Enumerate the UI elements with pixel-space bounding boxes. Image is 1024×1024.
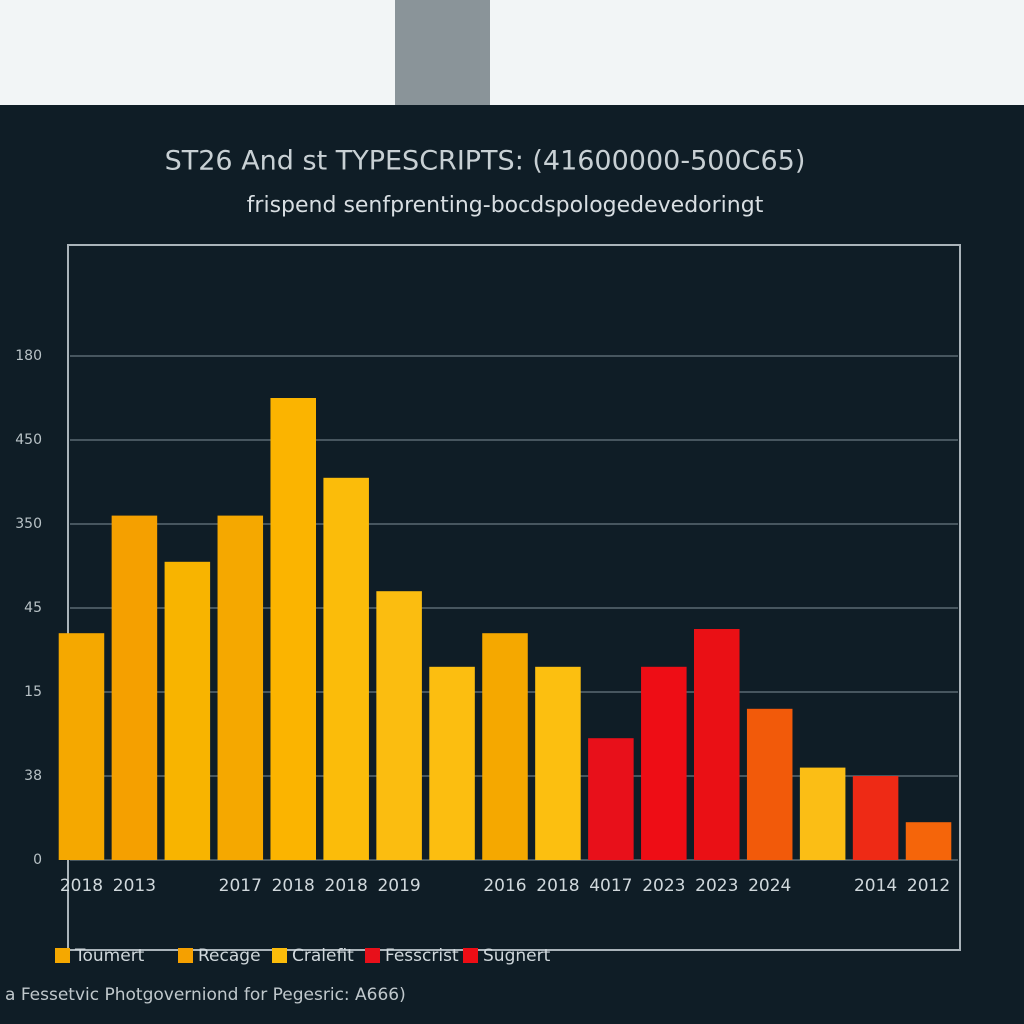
- y-tick-label: 350: [15, 516, 42, 532]
- bar: [270, 398, 316, 860]
- bar: [482, 633, 528, 860]
- legend-label: Toumert: [74, 946, 145, 966]
- x-tick-label: 2018: [325, 876, 368, 896]
- x-tick-label: 2017: [219, 876, 262, 896]
- y-tick-label: 15: [24, 684, 42, 700]
- bar: [58, 633, 105, 860]
- x-tick-label: 2012: [907, 876, 950, 896]
- stand: [395, 0, 490, 105]
- bar: [164, 561, 211, 860]
- bar: [429, 666, 475, 860]
- x-tick-label: 2013: [113, 876, 156, 896]
- y-tick-label: 38: [24, 768, 42, 784]
- legend-label: Fesscrist: [385, 946, 459, 966]
- legend-swatch: [178, 948, 193, 963]
- x-tick-label: 2023: [695, 876, 738, 896]
- plot-border: [67, 244, 961, 951]
- bar: [535, 666, 581, 860]
- legend-label: Cralefit: [292, 946, 354, 966]
- y-tick-label: 450: [15, 432, 42, 448]
- chart-title: ST26 And st TYPESCRIPTS: (41600000-500C6…: [165, 146, 806, 177]
- bar: [588, 738, 634, 860]
- x-tick-label: 2018: [536, 876, 579, 896]
- chart-subtitle: frispend senfprenting-bocdspologedevedor…: [247, 193, 764, 218]
- bar: [799, 767, 846, 860]
- y-tick-label: 0: [33, 852, 42, 868]
- legend-swatch: [365, 948, 380, 963]
- bar: [217, 515, 264, 860]
- bar: [641, 666, 687, 860]
- y-tick-label: 180: [15, 348, 42, 364]
- x-tick-label: 2019: [377, 876, 420, 896]
- bar: [111, 515, 158, 860]
- x-tick-label: 2014: [854, 876, 897, 896]
- legend-label: Recage: [198, 946, 261, 966]
- x-tick-label: 2016: [483, 876, 526, 896]
- legend-swatch: [272, 948, 287, 963]
- bar: [852, 776, 899, 860]
- x-tick-label: 2023: [642, 876, 685, 896]
- x-tick-label: 2018: [272, 876, 315, 896]
- x-tick-label: 2024: [748, 876, 791, 896]
- legend-swatch: [55, 948, 70, 963]
- x-tick-label: 4017: [589, 876, 632, 896]
- bar: [905, 822, 952, 860]
- bar: [323, 477, 369, 860]
- legend-swatch: [463, 948, 478, 963]
- x-tick-label: 2018: [60, 876, 103, 896]
- footer: a Fessetvic Photgoverniond for Pegesric:…: [5, 985, 406, 1005]
- bar: [376, 591, 422, 860]
- bar: [694, 629, 740, 860]
- legend-label: Sugnert: [483, 946, 551, 966]
- bar: [746, 708, 793, 860]
- y-tick-label: 45: [24, 600, 42, 616]
